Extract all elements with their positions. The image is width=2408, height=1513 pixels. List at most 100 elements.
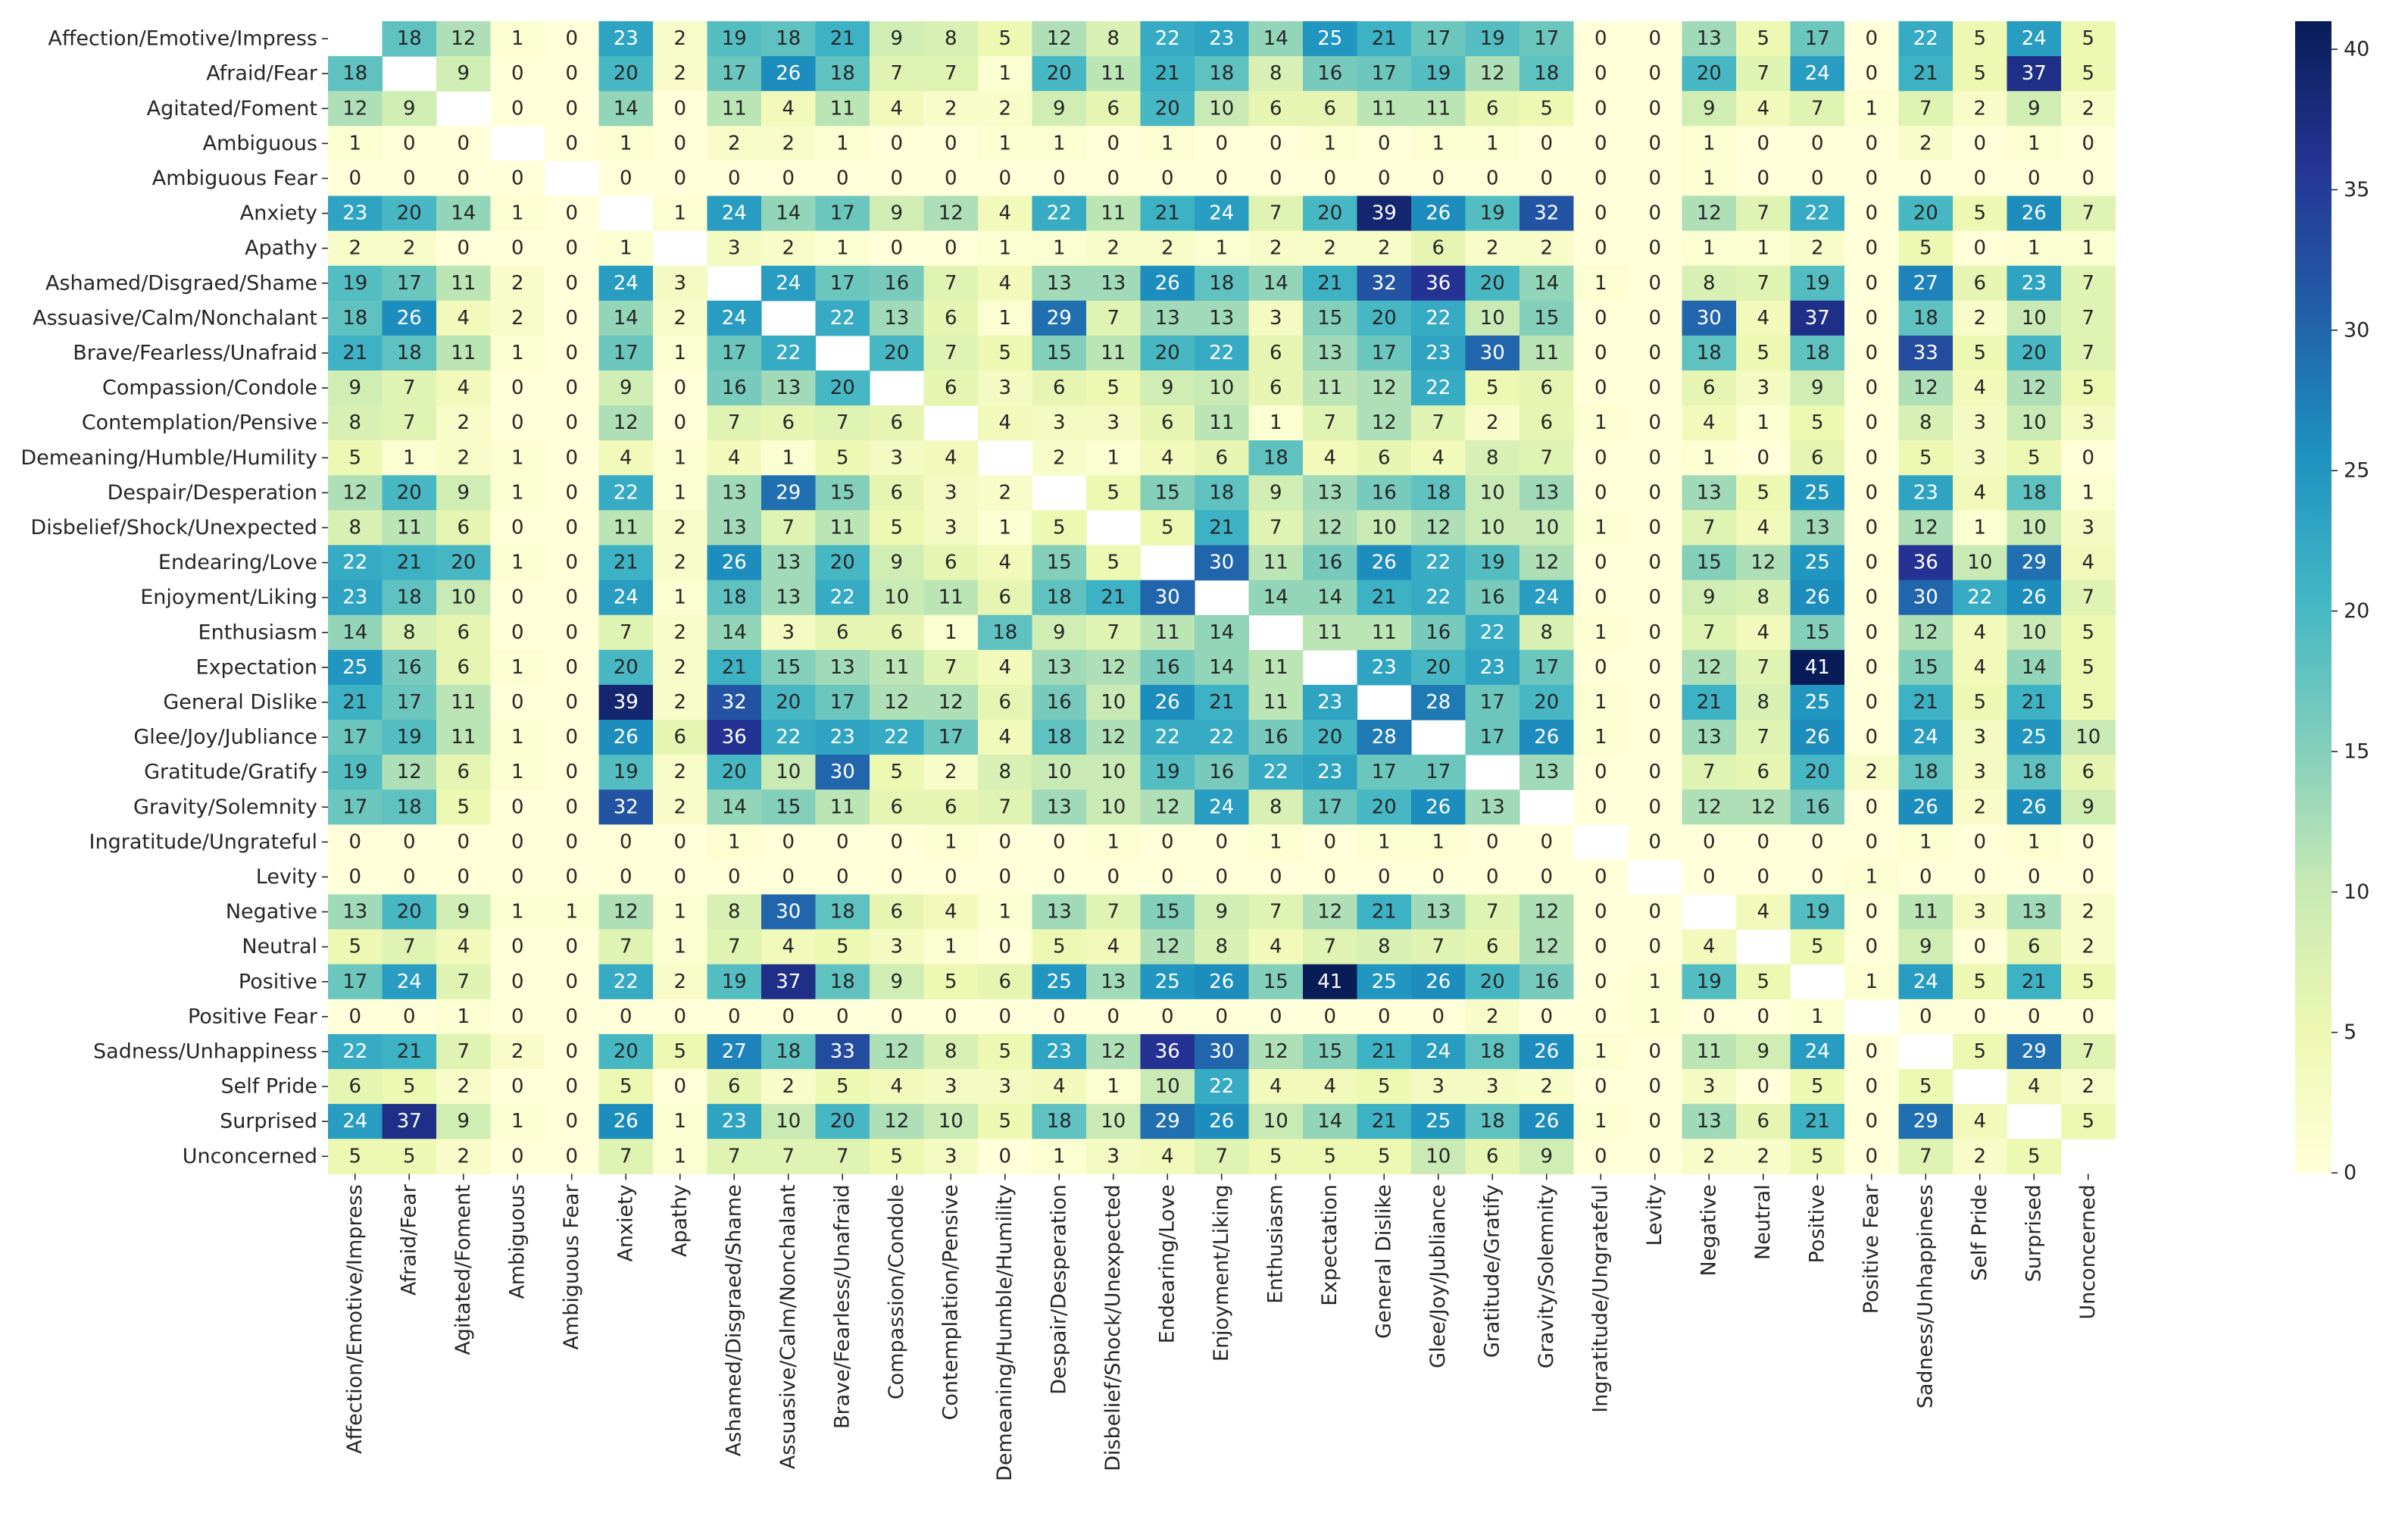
cell-value-label: 5 xyxy=(2082,377,2094,399)
heatmap-cell xyxy=(436,999,492,1035)
heatmap-cell xyxy=(815,545,870,581)
heatmap-cell xyxy=(923,510,979,546)
heatmap-cell xyxy=(1465,545,1520,581)
cell-value-label: 18 xyxy=(722,586,747,609)
cell-value-label: 9 xyxy=(1215,901,1228,924)
cell-value-label: 27 xyxy=(1913,272,1938,295)
heatmap-cell xyxy=(1195,56,1250,92)
heatmap-cell xyxy=(1357,510,1412,546)
heatmap-cell xyxy=(490,999,545,1035)
cell-value-label: 8 xyxy=(1540,621,1553,644)
heatmap-cell xyxy=(1086,370,1142,406)
cell-value-label: 22 xyxy=(1209,1075,1234,1098)
cell-value-label: 18 xyxy=(397,796,422,818)
heatmap-cell xyxy=(598,126,654,161)
cell-value-label: 0 xyxy=(998,830,1011,853)
heatmap-cell xyxy=(1140,859,1195,896)
cell-value-label: 0 xyxy=(1757,865,1769,888)
cell-value-label: 12 xyxy=(1317,516,1342,539)
heatmap-cell xyxy=(870,126,925,161)
cell-value-label: 0 xyxy=(403,1005,416,1028)
heatmap-cell xyxy=(1411,684,1466,721)
heatmap-cell xyxy=(1411,265,1466,302)
cell-value-label: 15 xyxy=(1155,901,1180,924)
cell-value-label: 5 xyxy=(2082,656,2094,679)
cell-value-label: 19 xyxy=(1155,761,1180,783)
cell-value-label: 2 xyxy=(1378,237,1391,260)
heatmap-cell xyxy=(1465,964,1520,1000)
cell-value-label: 4 xyxy=(1053,1075,1066,1098)
heatmap-cell xyxy=(2061,894,2116,930)
cell-value-label: 1 xyxy=(2082,237,2094,260)
cell-value-label: 1 xyxy=(1594,1040,1607,1063)
cell-value-label: 18 xyxy=(397,342,422,364)
heatmap-cell xyxy=(1682,300,1737,336)
heatmap-cell xyxy=(761,859,817,896)
cell-value-label: 5 xyxy=(890,516,903,539)
cell-value-label: 17 xyxy=(1372,62,1397,85)
heatmap-cell xyxy=(1519,859,1575,896)
heatmap-cell xyxy=(328,1069,383,1105)
cell-value-label: 11 xyxy=(1317,377,1342,399)
cell-value-label: 11 xyxy=(1697,1040,1722,1063)
heatmap-cell xyxy=(436,1069,492,1105)
cell-value-label: 6 xyxy=(1540,377,1553,399)
cell-value-label: 7 xyxy=(1757,726,1769,749)
cell-value-label: 0 xyxy=(1594,446,1607,469)
heatmap-cell xyxy=(978,964,1033,1000)
heatmap-cell xyxy=(870,475,925,511)
cell-value-label: 1 xyxy=(511,552,524,574)
cell-value-label: 0 xyxy=(1486,865,1499,888)
cell-value-label: 17 xyxy=(830,202,855,225)
cell-value-label: 10 xyxy=(2022,621,2047,644)
cell-value-label: 7 xyxy=(945,62,957,85)
cell-value-label: 25 xyxy=(1317,27,1342,50)
x-tick-label: Expectation xyxy=(1318,1184,1341,1305)
heatmap-cell xyxy=(1898,929,1954,965)
cell-value-label: 0 xyxy=(890,237,903,260)
heatmap-cell xyxy=(328,440,383,476)
cell-value-label: 13 xyxy=(1317,342,1342,364)
heatmap-cell xyxy=(1465,649,1520,686)
heatmap-cell xyxy=(1573,405,1629,441)
cell-value-label: 10 xyxy=(451,586,476,609)
y-tick-label: Anxiety xyxy=(240,202,317,225)
cell-value-label: 20 xyxy=(830,377,855,399)
heatmap-cell xyxy=(870,929,925,965)
heatmap-cell xyxy=(1357,720,1412,755)
heatmap-cell xyxy=(382,999,437,1035)
heatmap-cell xyxy=(1086,755,1142,790)
heatmap-cell xyxy=(1248,126,1304,161)
heatmap-cell xyxy=(1086,195,1142,232)
heatmap-cell xyxy=(1195,91,1250,127)
heatmap-cell xyxy=(2007,300,2062,336)
y-tick-label: Disbelief/Shock/Unexpected xyxy=(30,516,317,539)
cell-value-label: 0 xyxy=(1865,936,1878,958)
heatmap-cell xyxy=(1519,21,1575,57)
cell-value-label: 0 xyxy=(1486,830,1499,853)
cell-value-label: 1 xyxy=(1703,237,1716,260)
cell-value-label: 0 xyxy=(1648,656,1661,679)
cell-value-label: 17 xyxy=(342,796,367,818)
heatmap-cell xyxy=(545,300,600,336)
cell-value-label: 10 xyxy=(1967,552,1992,574)
cell-value-label: 0 xyxy=(998,865,1011,888)
cell-value-label: 2 xyxy=(1919,132,1932,155)
cell-value-label: 13 xyxy=(1047,796,1072,818)
cell-value-label: 7 xyxy=(620,936,632,958)
cell-value-label: 9 xyxy=(890,27,903,50)
cell-value-label: 0 xyxy=(1865,830,1878,853)
heatmap-cell xyxy=(1736,405,1791,441)
heatmap-cell xyxy=(1465,580,1520,616)
heatmap-cell xyxy=(598,894,654,930)
heatmap-cell xyxy=(1411,929,1466,965)
cell-value-label: 4 xyxy=(1432,446,1444,469)
heatmap-cell xyxy=(2061,56,2116,92)
cell-value-label: 4 xyxy=(998,726,1011,749)
heatmap-cell xyxy=(2007,964,2062,1000)
cell-value-label: 18 xyxy=(1480,1040,1505,1063)
heatmap-cell xyxy=(1519,195,1575,232)
heatmap-cell xyxy=(1790,1033,1845,1070)
heatmap-cell xyxy=(1844,475,1900,511)
cell-value-label: 7 xyxy=(728,936,741,958)
